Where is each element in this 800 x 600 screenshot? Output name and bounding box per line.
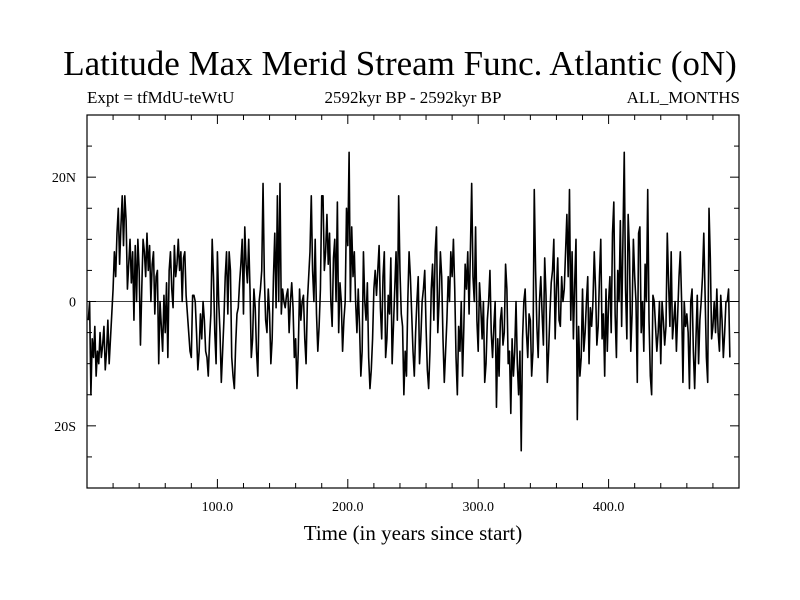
experiment-label: Expt = tfMdU-teWtU — [87, 88, 235, 107]
x-tick-label: 400.0 — [593, 500, 625, 515]
y-tick-label: 20S — [54, 420, 76, 435]
data-series-line — [87, 151, 731, 452]
chart-title: Latitude Max Merid Stream Func. Atlantic… — [63, 44, 737, 83]
y-tick-label: 0 — [69, 296, 76, 311]
plot-frame — [86, 114, 740, 489]
months-label: ALL_MONTHS — [626, 88, 740, 107]
x-tick-label: 100.0 — [202, 500, 234, 515]
x-tick-label: 200.0 — [332, 500, 364, 515]
y-tick-label: 20N — [52, 171, 76, 186]
time-period-label: 2592kyr BP - 2592kyr BP — [324, 88, 502, 107]
x-tick-label: 300.0 — [462, 500, 494, 515]
x-axis-label: Time (in years since start) — [304, 521, 523, 545]
